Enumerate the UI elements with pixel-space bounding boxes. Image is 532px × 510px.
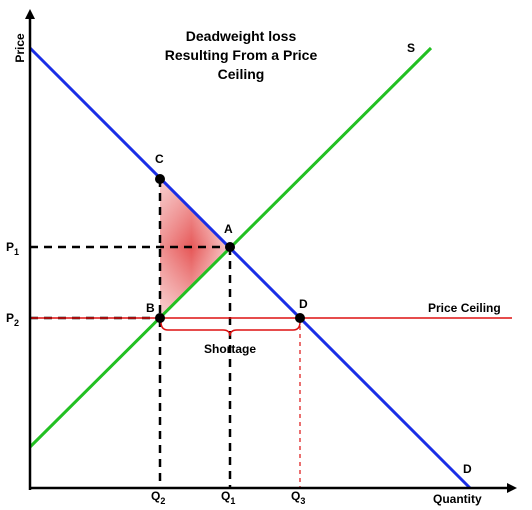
diagram-title-line-3: Ceiling [218,66,265,82]
point-c-label: C [155,152,164,166]
point-b-label: B [146,301,155,315]
point-a-marker [225,242,235,252]
shortage-brace [160,321,301,337]
p1-label: P1 [6,240,19,257]
shortage-label: Shortage [204,342,256,356]
point-a-label: A [224,222,233,236]
point-d-label: D [299,297,308,311]
point-b-marker [155,313,165,323]
x-axis-label: Quantity [433,492,482,506]
price-ceiling-label: Price Ceiling [428,301,501,315]
deadweight-loss-shade [160,179,230,318]
y-axis-label: Price [13,33,27,63]
point-d-marker [295,313,305,323]
supply-label: S [407,41,415,55]
p2-label: P2 [6,311,19,328]
q3-label: Q3 [291,489,305,506]
point-c-marker [155,174,165,184]
demand-curve [28,46,472,490]
q2-label: Q2 [151,489,165,506]
demand-label: D [463,462,472,476]
diagram-title-line-2: Resulting From a Price [165,47,318,63]
diagram-title-line-1: Deadweight loss [186,28,297,44]
q1-label: Q1 [221,489,235,506]
